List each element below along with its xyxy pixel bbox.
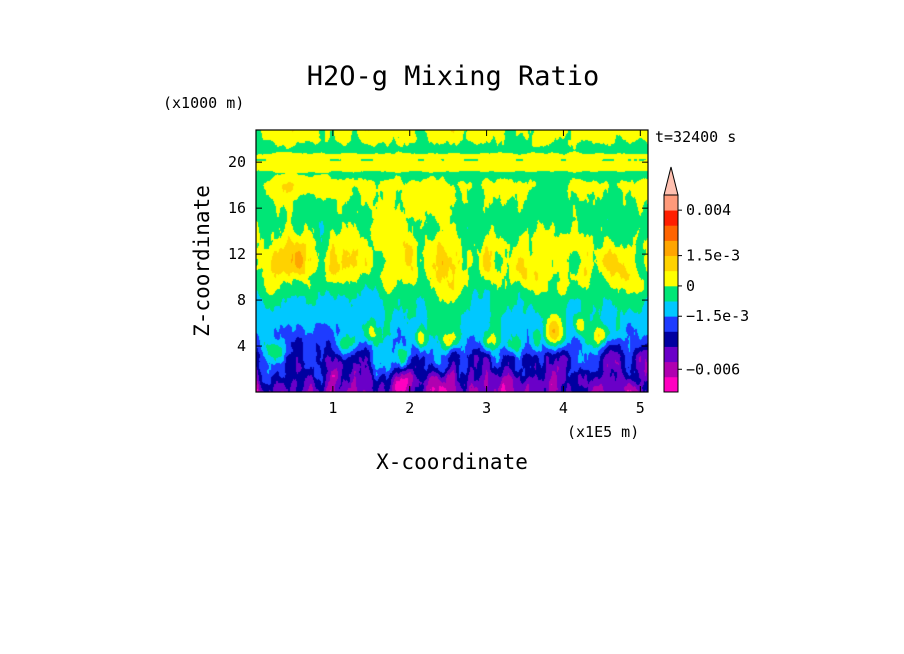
x-tick-label: 1	[328, 399, 337, 417]
colorbar-level-3	[664, 331, 678, 347]
y-unit-label: (x1000 m)	[163, 94, 244, 112]
colorbar-level-9	[664, 240, 678, 257]
x-tick-label: 4	[559, 399, 568, 417]
y-tick-label: 16	[228, 199, 246, 217]
contour-field	[256, 130, 648, 392]
chart-title: H2O-g Mixing Ratio	[307, 61, 600, 92]
colorbar-level-8	[664, 255, 678, 272]
colorbar: 0.004 1.5e-3 0 −1.5e-3 −0.006	[663, 166, 749, 393]
colorbar-label: 0	[686, 277, 695, 295]
y-axis: 4 8 12 16 20	[228, 153, 648, 355]
colorbar-extend-arrow	[663, 166, 679, 196]
colorbar-label: 1.5e-3	[686, 247, 740, 265]
y-tick-label: 12	[228, 245, 246, 263]
colorbar-level-10	[664, 225, 678, 241]
colorbar-level-4	[664, 316, 678, 332]
x-tick-label: 3	[482, 399, 491, 417]
x-tick-label: 2	[405, 399, 414, 417]
colorbar-label: 0.004	[686, 201, 731, 219]
y-axis-title: Z-coordinate	[190, 185, 214, 337]
y-tick-label: 4	[237, 337, 246, 355]
colorbar-level-12	[664, 195, 678, 211]
colorbar-level-6	[664, 285, 678, 302]
colorbar-level-7	[664, 270, 678, 287]
time-label: t=32400 s	[655, 128, 736, 146]
colorbar-level-11	[664, 210, 678, 226]
colorbar-label: −0.006	[686, 360, 740, 378]
y-tick-label: 20	[228, 153, 246, 171]
colorbar-level-5	[664, 301, 678, 317]
colorbar-level-2	[664, 346, 678, 363]
plot-area	[256, 130, 648, 392]
colorbar-level-0	[664, 376, 678, 393]
colorbar-frame	[663, 194, 679, 393]
x-axis-title: X-coordinate	[376, 450, 528, 474]
x-unit-label: (x1E5 m)	[567, 423, 639, 441]
colorbar-level-1	[664, 361, 678, 378]
y-tick-label: 8	[237, 291, 246, 309]
plot-frame	[255, 129, 649, 393]
colorbar-label: −1.5e-3	[686, 307, 749, 325]
x-tick-label: 5	[636, 399, 645, 417]
x-axis: 1 2 3 4 5	[328, 130, 645, 417]
